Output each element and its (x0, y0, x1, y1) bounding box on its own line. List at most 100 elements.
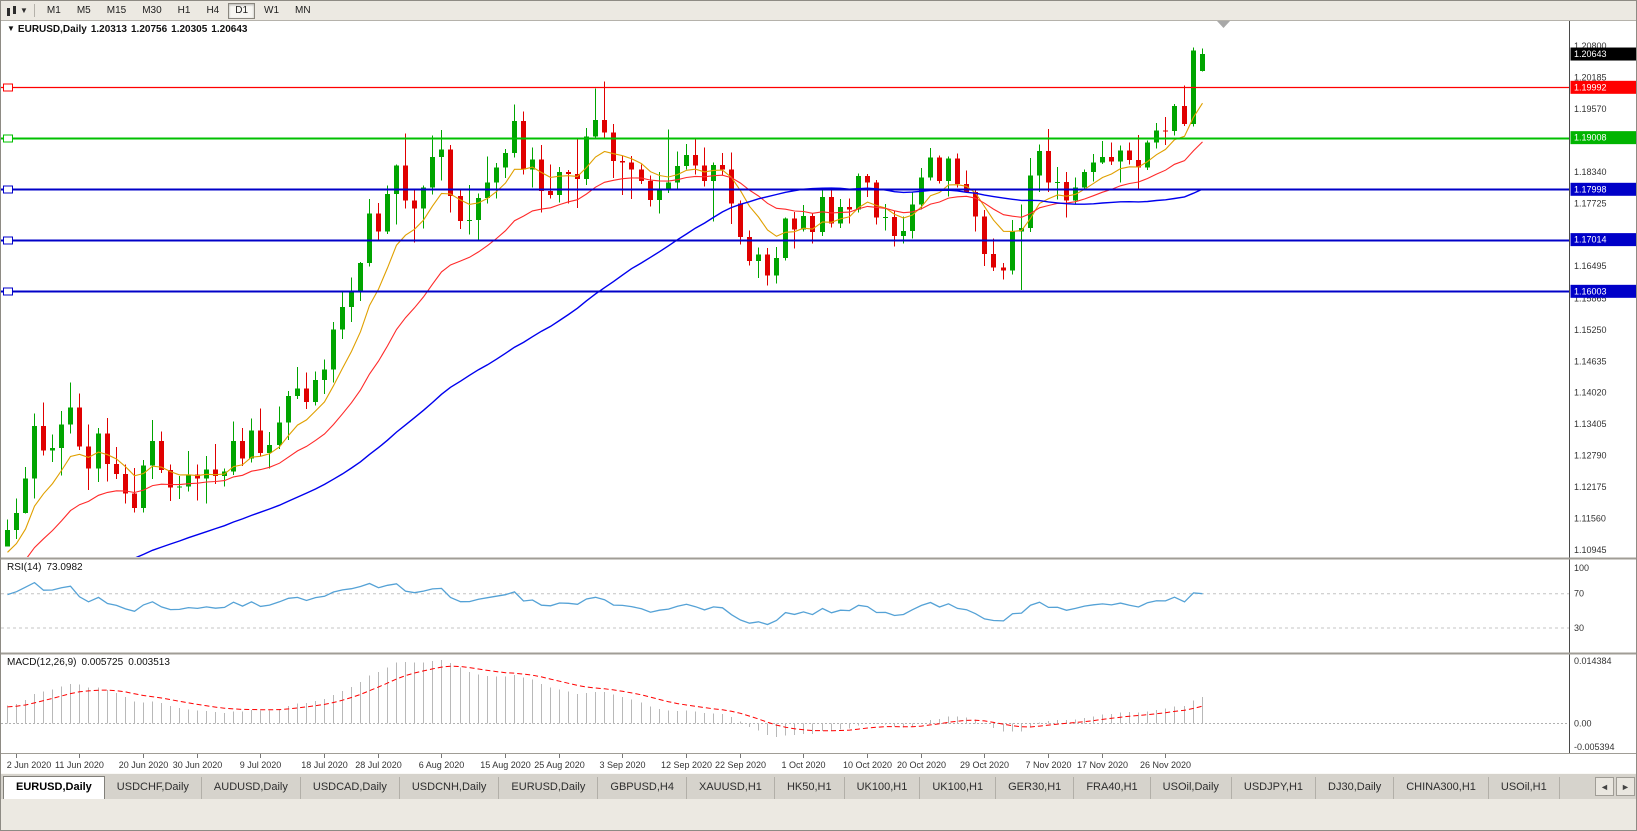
candle-body (620, 161, 625, 163)
timeframe-button-m1[interactable]: M1 (46, 4, 61, 16)
candle-body (1172, 105, 1177, 131)
time-axis[interactable] (1, 754, 1569, 773)
price-axis[interactable] (1570, 20, 1637, 754)
hline-handle[interactable] (3, 185, 13, 194)
chart-tab-fra40-h1[interactable]: FRA40,H1 (1074, 777, 1151, 799)
candle-body (1136, 160, 1141, 168)
candle-body (68, 407, 73, 425)
candle-body (829, 196, 834, 224)
price-tick-label: 1.19570 (1574, 104, 1607, 114)
timeframe-button-h4[interactable]: H4 (206, 4, 220, 16)
timeframe-button-m5[interactable]: M5 (76, 4, 91, 16)
chart-tab-xauusd-h1[interactable]: XAUUSD,H1 (686, 777, 775, 799)
candle-body (865, 175, 870, 183)
chart-ohlc-title: ▼ EURUSD,Daily 1.20313 1.20756 1.20305 1.2064… (7, 24, 251, 35)
candle-body (883, 216, 888, 218)
status-bar (1, 798, 1636, 830)
chart-tab-usoil-h1[interactable]: USOil,H1 (1488, 777, 1560, 799)
price-badge-1.20643 (1570, 47, 1636, 61)
candle-body (611, 132, 616, 162)
candle-body (892, 216, 897, 237)
chart-tab-china300-h1[interactable]: CHINA300,H1 (1394, 777, 1489, 799)
tabs-scroll-left-icon[interactable]: ◄ (1595, 777, 1614, 796)
chart-tab-dj30-daily[interactable]: DJ30,Daily (1316, 777, 1395, 799)
candle-body (467, 219, 472, 221)
macd-main-value: 0.005725 (81, 657, 124, 668)
pane-splitter[interactable] (1, 557, 1637, 560)
candle-body (132, 493, 137, 508)
candle-body (114, 463, 119, 475)
chart-tab-ger30-h1[interactable]: GER30,H1 (996, 777, 1075, 799)
candle-body (1091, 162, 1096, 172)
candle-body (267, 444, 272, 454)
candle-body (539, 159, 544, 192)
hline-handle[interactable] (3, 236, 13, 245)
candlestick-chart-icon[interactable] (6, 5, 18, 17)
hline-handle[interactable] (3, 83, 13, 92)
candle-body (901, 231, 906, 237)
chart-tab-usdjpy-h1[interactable]: USDJPY,H1 (1231, 777, 1317, 799)
tabs-scroll-right-icon[interactable]: ► (1616, 777, 1635, 796)
candle-body (159, 440, 164, 470)
candle-body (910, 204, 915, 232)
candle-body (439, 149, 444, 157)
candle-body (548, 191, 553, 195)
chart-tab-hk50-h1[interactable]: HK50,H1 (774, 777, 845, 799)
candle-body (277, 422, 282, 445)
chart-tab-uk100-h1[interactable]: UK100,H1 (920, 777, 997, 799)
ohlc-high: 1.20756 (130, 24, 168, 35)
chart-tab-uk100-h1[interactable]: UK100,H1 (844, 777, 921, 799)
price-tick-label: 1.17725 (1574, 198, 1607, 208)
candle-body (765, 254, 770, 276)
pane-splitter[interactable] (1, 652, 1637, 655)
candle-body (249, 430, 254, 459)
timeframe-button-w1[interactable]: W1 (264, 4, 280, 16)
hline-handle[interactable] (3, 134, 13, 143)
chart-tab-eurusd-daily[interactable]: EURUSD,Daily (499, 777, 599, 799)
timeframe-button-d1[interactable]: D1 (228, 2, 256, 19)
hline-handle[interactable] (3, 287, 13, 296)
candle-body (195, 474, 200, 479)
chart-canvas[interactable] (1, 20, 1569, 557)
price-tick-label: 1.20800 (1574, 41, 1607, 51)
chart-shift-marker[interactable] (1217, 21, 1230, 28)
chart-tab-audusd-daily[interactable]: AUDUSD,Daily (201, 777, 301, 799)
rsi-axis-label: 30 (1574, 623, 1584, 633)
date-label: 7 Nov 2020 (1025, 760, 1071, 770)
date-label: 30 Jun 2020 (173, 760, 223, 770)
chart-tab-usdchf-daily[interactable]: USDCHF,Daily (104, 777, 202, 799)
rsi-name: RSI(14) (7, 562, 42, 573)
timeframe-button-m30[interactable]: M30 (142, 4, 162, 16)
date-label: 29 Oct 2020 (960, 760, 1009, 770)
candle-body (1100, 156, 1105, 163)
chart-type-dropdown-icon[interactable]: ▼ (20, 6, 28, 15)
chart-tab-eurusd-daily[interactable]: EURUSD,Daily (3, 776, 105, 799)
price-badge-1.19992 (1570, 80, 1636, 94)
candle-body (1127, 150, 1132, 161)
macd-name: MACD(12,26,9) (7, 657, 77, 668)
candle-body (304, 388, 309, 402)
chart-tab-usoil-daily[interactable]: USOil,Daily (1150, 777, 1232, 799)
candle-body (666, 182, 671, 189)
price-tick-label: 1.10945 (1574, 545, 1607, 555)
candle-body (96, 433, 101, 469)
timeframe-button-m15[interactable]: M15 (106, 4, 127, 16)
price-tick-label: 1.14020 (1574, 388, 1607, 398)
toolbar: ▼ M1 M5 M15 M30 H1 H4 D1 W1 MN (1, 1, 1636, 21)
timeframe-button-h1[interactable]: H1 (177, 4, 191, 16)
chart-tab-gbpusd-h4[interactable]: GBPUSD,H4 (598, 777, 687, 799)
chart-tab-usdcnh-daily[interactable]: USDCNH,Daily (399, 777, 500, 799)
candle-body (684, 154, 689, 167)
candle-body (1154, 130, 1159, 143)
candle-body (792, 218, 797, 230)
rsi-line (7, 581, 1203, 626)
date-label: 26 Nov 2020 (1140, 760, 1191, 770)
candle-body (964, 184, 969, 192)
chart-tab-usdcad-daily[interactable]: USDCAD,Daily (300, 777, 400, 799)
candle-body (512, 121, 517, 153)
chart-expand-icon[interactable]: ▼ (7, 24, 15, 33)
timeframe-button-mn[interactable]: MN (295, 4, 311, 16)
candle-body (729, 169, 734, 204)
ma-line-ema21 (26, 141, 1203, 557)
candle-body (1037, 150, 1042, 176)
